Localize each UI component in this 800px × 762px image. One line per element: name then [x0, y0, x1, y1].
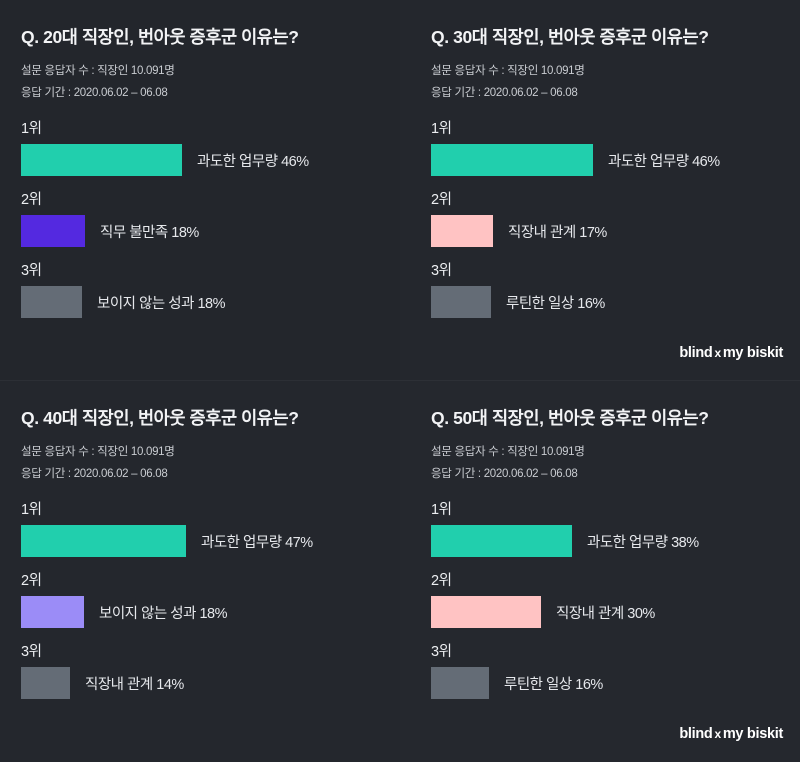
brand-logo-right: my biskit — [722, 345, 783, 361]
list-item: 2위 보이지 않는 성과 18% — [21, 569, 382, 629]
rank-label: 3위 — [21, 263, 42, 280]
respondent-count: 설문 응답자 수 : 직장인 10.091명 — [21, 446, 175, 458]
panel-40s: Q. 40대 직장인, 번아웃 증후군 이유는? 설문 응답자 수 : 직장인 … — [0, 381, 400, 762]
respondent-count: 설문 응답자 수 : 직장인 10.091명 — [431, 446, 585, 458]
bar-value-label: 과도한 업무량 46% — [608, 153, 720, 170]
bar-line: 과도한 업무량 47% — [21, 525, 382, 558]
bar-value-label: 과도한 업무량 46% — [197, 153, 309, 170]
survey-period: 응답 기간 : 2020.06.02 – 06.08 — [21, 468, 168, 481]
list-item: 3위 보이지 않는 성과 18% — [21, 259, 382, 319]
bar-line: 루틴한 일상 16% — [431, 286, 782, 319]
bar-line: 보이지 않는 성과 18% — [21, 596, 382, 629]
rank-label: 3위 — [21, 644, 42, 661]
rank-label: 1위 — [431, 502, 452, 519]
brand-logo-right: my biskit — [722, 726, 783, 742]
bar-value-label: 과도한 업무량 38% — [587, 534, 699, 551]
bar-3 — [21, 286, 82, 319]
list-item: 2위 직장내 관계 17% — [431, 188, 782, 248]
bar-value-label: 보이지 않는 성과 18% — [97, 295, 226, 312]
list-item: 1위 과도한 업무량 47% — [21, 498, 382, 558]
brand-logo-separator: x — [714, 346, 721, 360]
bar-value-label: 과도한 업무량 47% — [201, 534, 313, 551]
respondent-count: 설문 응답자 수 : 직장인 10.091명 — [431, 65, 585, 77]
bar-2 — [431, 215, 493, 248]
panel-20s: Q. 20대 직장인, 번아웃 증후군 이유는? 설문 응답자 수 : 직장인 … — [0, 0, 400, 381]
rank-list: 1위 과도한 업무량 47% 2위 보이지 않는 성과 18% 3위 직장내 관… — [21, 498, 382, 700]
bar-line: 보이지 않는 성과 18% — [21, 286, 382, 319]
list-item: 3위 직장내 관계 14% — [21, 640, 382, 700]
respondent-count: 설문 응답자 수 : 직장인 10.091명 — [21, 65, 175, 77]
page-title: Q. 40대 직장인, 번아웃 증후군 이유는? — [21, 408, 299, 428]
bar-1 — [431, 144, 593, 177]
brand-logo-separator: x — [714, 727, 721, 741]
survey-meta: 설문 응답자 수 : 직장인 10.091명 응답 기간 : 2020.06.0… — [431, 446, 782, 481]
list-item: 3위 루틴한 일상 16% — [431, 259, 782, 319]
rank-list: 1위 과도한 업무량 46% 2위 직무 불만족 18% 3위 보이지 않는 성… — [21, 117, 382, 319]
rank-label: 2위 — [431, 573, 452, 590]
bar-line: 과도한 업무량 46% — [21, 144, 382, 177]
rank-label: 3위 — [431, 263, 452, 280]
rank-label: 1위 — [431, 121, 452, 138]
bar-value-label: 직장내 관계 14% — [85, 676, 184, 693]
brand-logo-left: blind — [679, 726, 713, 742]
bar-value-label: 보이지 않는 성과 18% — [99, 605, 228, 622]
rank-list: 1위 과도한 업무량 46% 2위 직장내 관계 17% 3위 루틴한 일상 1… — [431, 117, 782, 319]
bar-line: 직무 불만족 18% — [21, 215, 382, 248]
bar-line: 과도한 업무량 46% — [431, 144, 782, 177]
page-title: Q. 20대 직장인, 번아웃 증후군 이유는? — [21, 27, 299, 47]
bar-value-label: 직장내 관계 17% — [508, 224, 607, 241]
list-item: 1위 과도한 업무량 46% — [21, 117, 382, 177]
list-item: 2위 직무 불만족 18% — [21, 188, 382, 248]
rank-label: 1위 — [21, 121, 42, 138]
page-title: Q. 50대 직장인, 번아웃 증후군 이유는? — [431, 408, 709, 428]
bar-line: 과도한 업무량 38% — [431, 525, 782, 558]
bar-line: 직장내 관계 14% — [21, 667, 382, 700]
brand-logo: blind x my biskit — [679, 726, 783, 742]
bar-line: 직장내 관계 30% — [431, 596, 782, 629]
bar-value-label: 직무 불만족 18% — [100, 224, 199, 241]
rank-label: 1위 — [21, 502, 42, 519]
list-item: 3위 루틴한 일상 16% — [431, 640, 782, 700]
survey-meta: 설문 응답자 수 : 직장인 10.091명 응답 기간 : 2020.06.0… — [21, 446, 382, 481]
rank-label: 3위 — [431, 644, 452, 661]
rank-label: 2위 — [21, 192, 42, 209]
bar-2 — [21, 215, 85, 248]
panel-30s: Q. 30대 직장인, 번아웃 증후군 이유는? 설문 응답자 수 : 직장인 … — [400, 0, 800, 381]
bar-value-label: 직장내 관계 30% — [556, 605, 655, 622]
brand-logo: blind x my biskit — [679, 345, 783, 361]
bar-3 — [431, 667, 489, 700]
bar-1 — [21, 144, 182, 177]
panel-50s: Q. 50대 직장인, 번아웃 증후군 이유는? 설문 응답자 수 : 직장인 … — [400, 381, 800, 762]
bar-3 — [21, 667, 70, 700]
list-item: 1위 과도한 업무량 38% — [431, 498, 782, 558]
survey-period: 응답 기간 : 2020.06.02 – 06.08 — [21, 87, 168, 100]
rank-label: 2위 — [21, 573, 42, 590]
survey-meta: 설문 응답자 수 : 직장인 10.091명 응답 기간 : 2020.06.0… — [21, 65, 382, 100]
survey-period: 응답 기간 : 2020.06.02 – 06.08 — [431, 87, 578, 100]
survey-period: 응답 기간 : 2020.06.02 – 06.08 — [431, 468, 578, 481]
brand-logo-left: blind — [679, 345, 713, 361]
page-title: Q. 30대 직장인, 번아웃 증후군 이유는? — [431, 27, 709, 47]
bar-line: 루틴한 일상 16% — [431, 667, 782, 700]
bar-value-label: 루틴한 일상 16% — [506, 295, 605, 312]
survey-meta: 설문 응답자 수 : 직장인 10.091명 응답 기간 : 2020.06.0… — [431, 65, 782, 100]
bar-1 — [21, 525, 186, 558]
bar-1 — [431, 525, 572, 558]
rank-label: 2위 — [431, 192, 452, 209]
bar-3 — [431, 286, 491, 319]
rank-list: 1위 과도한 업무량 38% 2위 직장내 관계 30% 3위 루틴한 일상 1… — [431, 498, 782, 700]
bar-line: 직장내 관계 17% — [431, 215, 782, 248]
bar-2 — [21, 596, 84, 629]
bar-2 — [431, 596, 541, 629]
list-item: 1위 과도한 업무량 46% — [431, 117, 782, 177]
list-item: 2위 직장내 관계 30% — [431, 569, 782, 629]
bar-value-label: 루틴한 일상 16% — [504, 676, 603, 693]
